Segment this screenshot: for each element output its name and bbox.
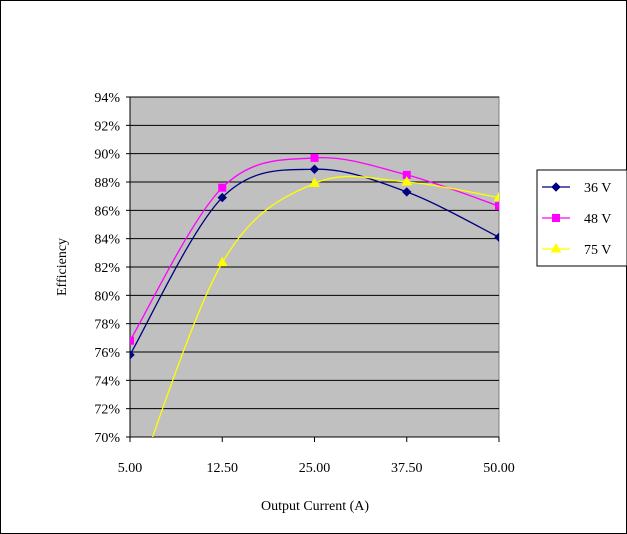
y-tick-label: 70%	[94, 431, 120, 446]
grid-lines	[130, 96, 499, 410]
data-point	[130, 350, 135, 360]
y-tick-label: 90%	[94, 148, 120, 163]
data-point	[309, 164, 320, 174]
y-tick-label: 72%	[94, 403, 120, 418]
series-layer	[130, 153, 499, 437]
y-tick-label: 82%	[94, 261, 120, 276]
legend-marker	[551, 182, 561, 192]
y-axis-label: Efficiency	[55, 238, 70, 296]
data-point	[218, 183, 227, 192]
legend: 36 V 48 V 75 V	[536, 169, 627, 267]
y-tick-labels: 70% 72% 74% 76% 78% 80% 82% 84% 86% 88% 90% 92% 94%	[94, 91, 120, 446]
x-tick-label: 37.50	[391, 461, 423, 476]
series-48v	[130, 153, 499, 345]
y-tick-label: 84%	[94, 233, 120, 248]
data-point	[309, 177, 320, 187]
y-tick-label: 80%	[94, 289, 120, 304]
x-axis-label: Output Current (A)	[261, 499, 369, 514]
y-tick-label: 86%	[94, 204, 120, 219]
legend-label: 75 V	[584, 243, 611, 258]
x-tick-label: 50.00	[483, 461, 515, 476]
y-tick-label: 74%	[94, 374, 120, 389]
x-tick-labels: 5.00 12.50 25.00 37.50 50.00	[118, 461, 515, 476]
legend-label: 48 V	[584, 212, 611, 227]
series-line	[151, 175, 499, 437]
data-point	[217, 192, 227, 203]
data-point	[495, 202, 499, 211]
series-36v	[130, 164, 499, 360]
legend-entry-36v: 36 V	[542, 181, 611, 196]
series-75v	[151, 175, 499, 437]
legend-marker	[550, 242, 562, 253]
legend-marker	[552, 214, 560, 222]
y-tick-label: 78%	[94, 318, 120, 333]
data-point	[216, 256, 228, 267]
data-point	[310, 153, 319, 162]
series-line	[130, 157, 499, 342]
x-tick-label: 25.00	[299, 461, 331, 476]
legend-entry-48v: 48 V	[542, 212, 611, 227]
y-tick-label: 92%	[94, 119, 120, 134]
data-point	[493, 191, 499, 202]
y-tick-label: 94%	[94, 91, 120, 106]
legend-label: 36 V	[584, 181, 611, 196]
y-tick-label: 88%	[94, 176, 120, 191]
axes	[126, 96, 500, 442]
x-tick-label: 12.50	[207, 461, 239, 476]
y-tick-label: 76%	[94, 346, 120, 361]
x-tick-label: 5.00	[118, 461, 143, 476]
data-point	[402, 187, 412, 197]
legend-entry-75v: 75 V	[542, 242, 611, 258]
series-line	[130, 168, 499, 356]
data-point	[494, 232, 499, 242]
data-point	[130, 336, 134, 345]
data-point	[401, 175, 413, 186]
